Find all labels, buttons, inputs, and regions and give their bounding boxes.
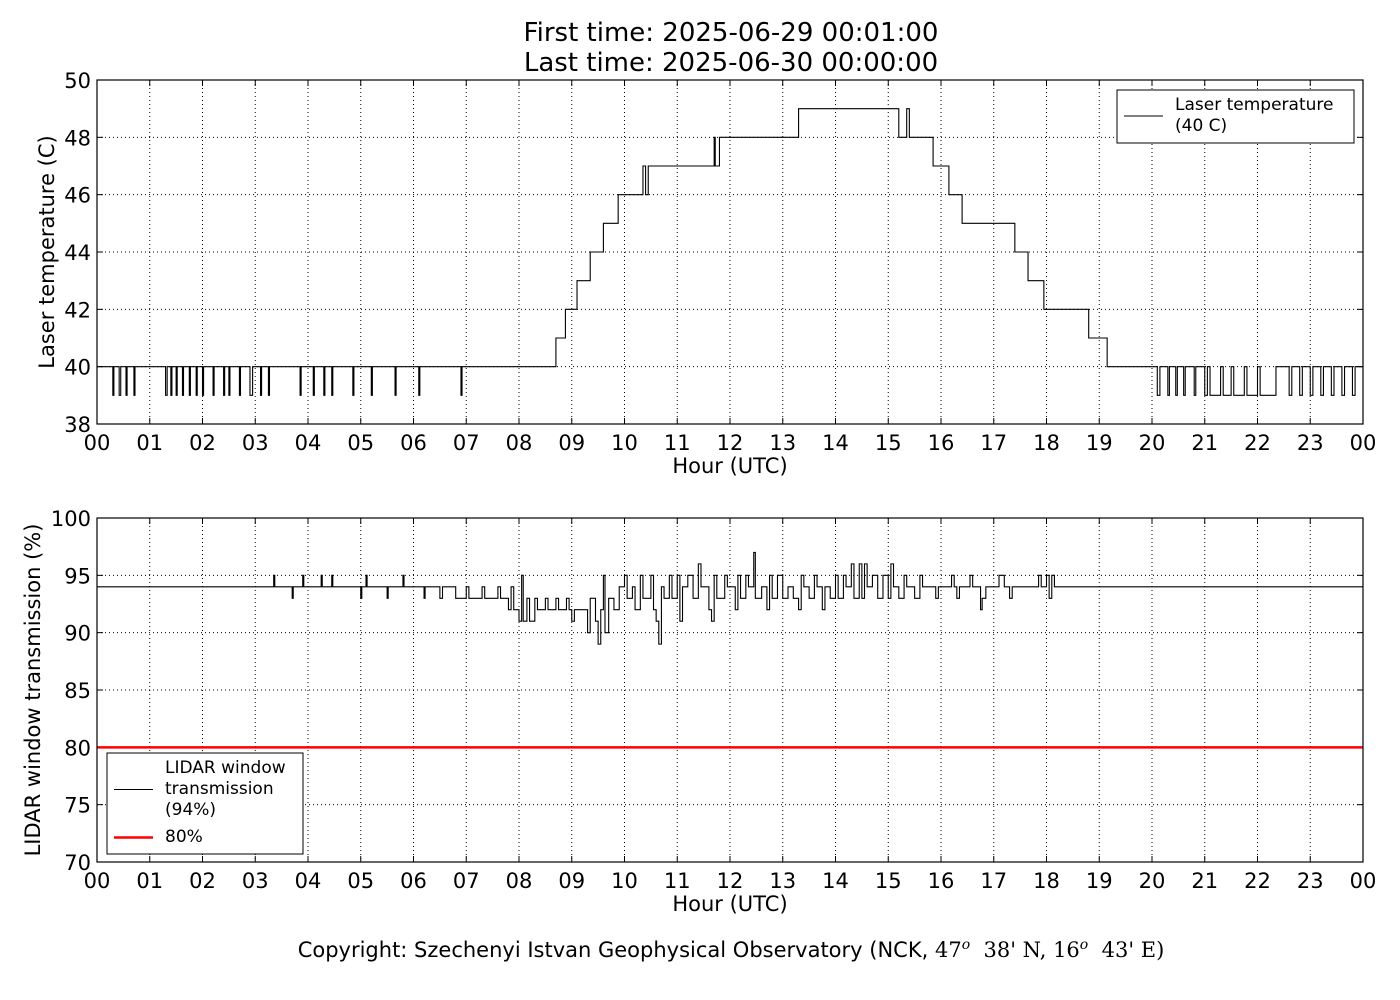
- x-tick-label: 12: [717, 431, 744, 455]
- x-tick-label: 21: [1191, 431, 1218, 455]
- x-tick-label: 00: [84, 431, 111, 455]
- x-tick-label: 03: [242, 431, 269, 455]
- y-axis-label: Laser temperature (C): [35, 135, 59, 368]
- x-tick-label: 00: [84, 869, 111, 893]
- x-tick-label: 14: [822, 431, 849, 455]
- longitude-minutes: 43' E): [1101, 938, 1165, 962]
- legend: LIDAR window transmission (94%) 80%: [106, 752, 304, 855]
- degree-symbol: o: [1079, 937, 1089, 953]
- x-tick-label: 07: [453, 431, 480, 455]
- x-tick-label: 12: [717, 869, 744, 893]
- x-tick-label: 21: [1191, 869, 1218, 893]
- x-tick-label: 01: [136, 431, 163, 455]
- x-tick-label: 04: [295, 431, 322, 455]
- y-tick-label: 85: [64, 679, 91, 703]
- y-axis-label: LIDAR window transmission (%): [21, 524, 45, 857]
- y-tick-label: 42: [64, 298, 91, 322]
- x-tick-label: 06: [400, 869, 427, 893]
- x-axis-label: Hour (UTC): [672, 892, 787, 916]
- x-tick-label: 05: [347, 431, 374, 455]
- x-tick-label: 00: [1350, 869, 1377, 893]
- y-tick-label: 90: [64, 622, 91, 646]
- x-tick-label: 08: [506, 869, 533, 893]
- legend-entry-0: Laser temperature (40 C): [1175, 95, 1333, 136]
- x-axis-label: Hour (UTC): [672, 454, 787, 478]
- y-tick-label: 95: [64, 564, 91, 588]
- y-tick-label: 75: [64, 794, 91, 818]
- x-tick-label: 09: [558, 431, 585, 455]
- longitude-degrees: 16: [1053, 938, 1080, 962]
- copyright-footer: Copyright: Szechenyi Istvan Geophysical …: [0, 937, 1400, 962]
- x-tick-label: 11: [664, 869, 691, 893]
- x-tick-label: 19: [1086, 431, 1113, 455]
- x-tick-label: 03: [242, 869, 269, 893]
- x-tick-label: 08: [506, 431, 533, 455]
- x-tick-label: 23: [1297, 431, 1324, 455]
- x-tick-label: 13: [769, 431, 796, 455]
- x-tick-label: 13: [769, 869, 796, 893]
- series-line-0: [97, 551, 1363, 645]
- x-tick-label: 18: [1033, 869, 1060, 893]
- x-tick-label: 09: [558, 869, 585, 893]
- y-tick-label: 48: [64, 126, 91, 150]
- x-tick-label: 16: [928, 869, 955, 893]
- x-tick-label: 17: [980, 431, 1007, 455]
- x-tick-label: 06: [400, 431, 427, 455]
- x-tick-label: 20: [1139, 431, 1166, 455]
- laser-temperature-panel: 00 01 02 03 04 05 06 07 08 09 10 11 12 13 14 15 16 17 18 19…: [35, 69, 1376, 478]
- latitude-degrees: 47: [934, 938, 962, 962]
- degree-symbol: o: [961, 937, 971, 953]
- y-tick-label: 100: [51, 507, 91, 531]
- x-tick-label: 00: [1350, 431, 1377, 455]
- x-tick-label: 20: [1139, 869, 1166, 893]
- y-tick-label: 44: [64, 241, 91, 265]
- x-tick-label: 18: [1033, 431, 1060, 455]
- x-tick-label: 17: [980, 869, 1007, 893]
- legend-entry-1: 80%: [165, 827, 203, 847]
- plot-frame: [96, 79, 1364, 425]
- x-tick-label: 22: [1244, 431, 1271, 455]
- chart-title-line-1: First time: 2025-06-29 00:01:00: [523, 18, 939, 48]
- window-transmission-panel: 00 01 02 03 04 05 06 07 08 09 10 11 12 13 14 15 16 17 18 19…: [21, 507, 1376, 916]
- x-tick-label: 16: [928, 431, 955, 455]
- y-tick-label: 46: [64, 184, 91, 208]
- x-tick-label: 10: [611, 431, 638, 455]
- legend: Laser temperature (40 C): [1116, 89, 1355, 144]
- x-tick-label: 07: [453, 869, 480, 893]
- x-tick-label: 04: [295, 869, 322, 893]
- x-tick-label: 15: [875, 869, 902, 893]
- series-line-0: [97, 108, 1363, 396]
- x-tick-label: 23: [1297, 869, 1324, 893]
- x-tick-label: 02: [189, 869, 216, 893]
- x-tick-label: 22: [1244, 869, 1271, 893]
- x-tick-label: 02: [189, 431, 216, 455]
- latitude-minutes: 38' N,: [983, 938, 1054, 962]
- chart-title-line-2: Last time: 2025-06-30 00:00:00: [523, 48, 939, 78]
- x-tick-label: 15: [875, 431, 902, 455]
- y-tick-label: 38: [64, 413, 91, 437]
- x-tick-label: 14: [822, 869, 849, 893]
- plot-frame: [96, 517, 1364, 863]
- x-tick-label: 19: [1086, 869, 1113, 893]
- x-tick-label: 11: [664, 431, 691, 455]
- y-tick-label: 50: [64, 69, 91, 93]
- x-tick-label: 01: [136, 869, 163, 893]
- x-tick-label: 10: [611, 869, 638, 893]
- y-tick-label: 80: [64, 736, 91, 760]
- y-tick-label: 40: [64, 356, 91, 380]
- x-tick-label: 05: [347, 869, 374, 893]
- y-tick-label: 70: [64, 851, 91, 875]
- copyright-prefix: Copyright: Szechenyi Istvan Geophysical …: [297, 938, 935, 962]
- legend-entry-0: LIDAR window transmission (94%): [165, 758, 286, 820]
